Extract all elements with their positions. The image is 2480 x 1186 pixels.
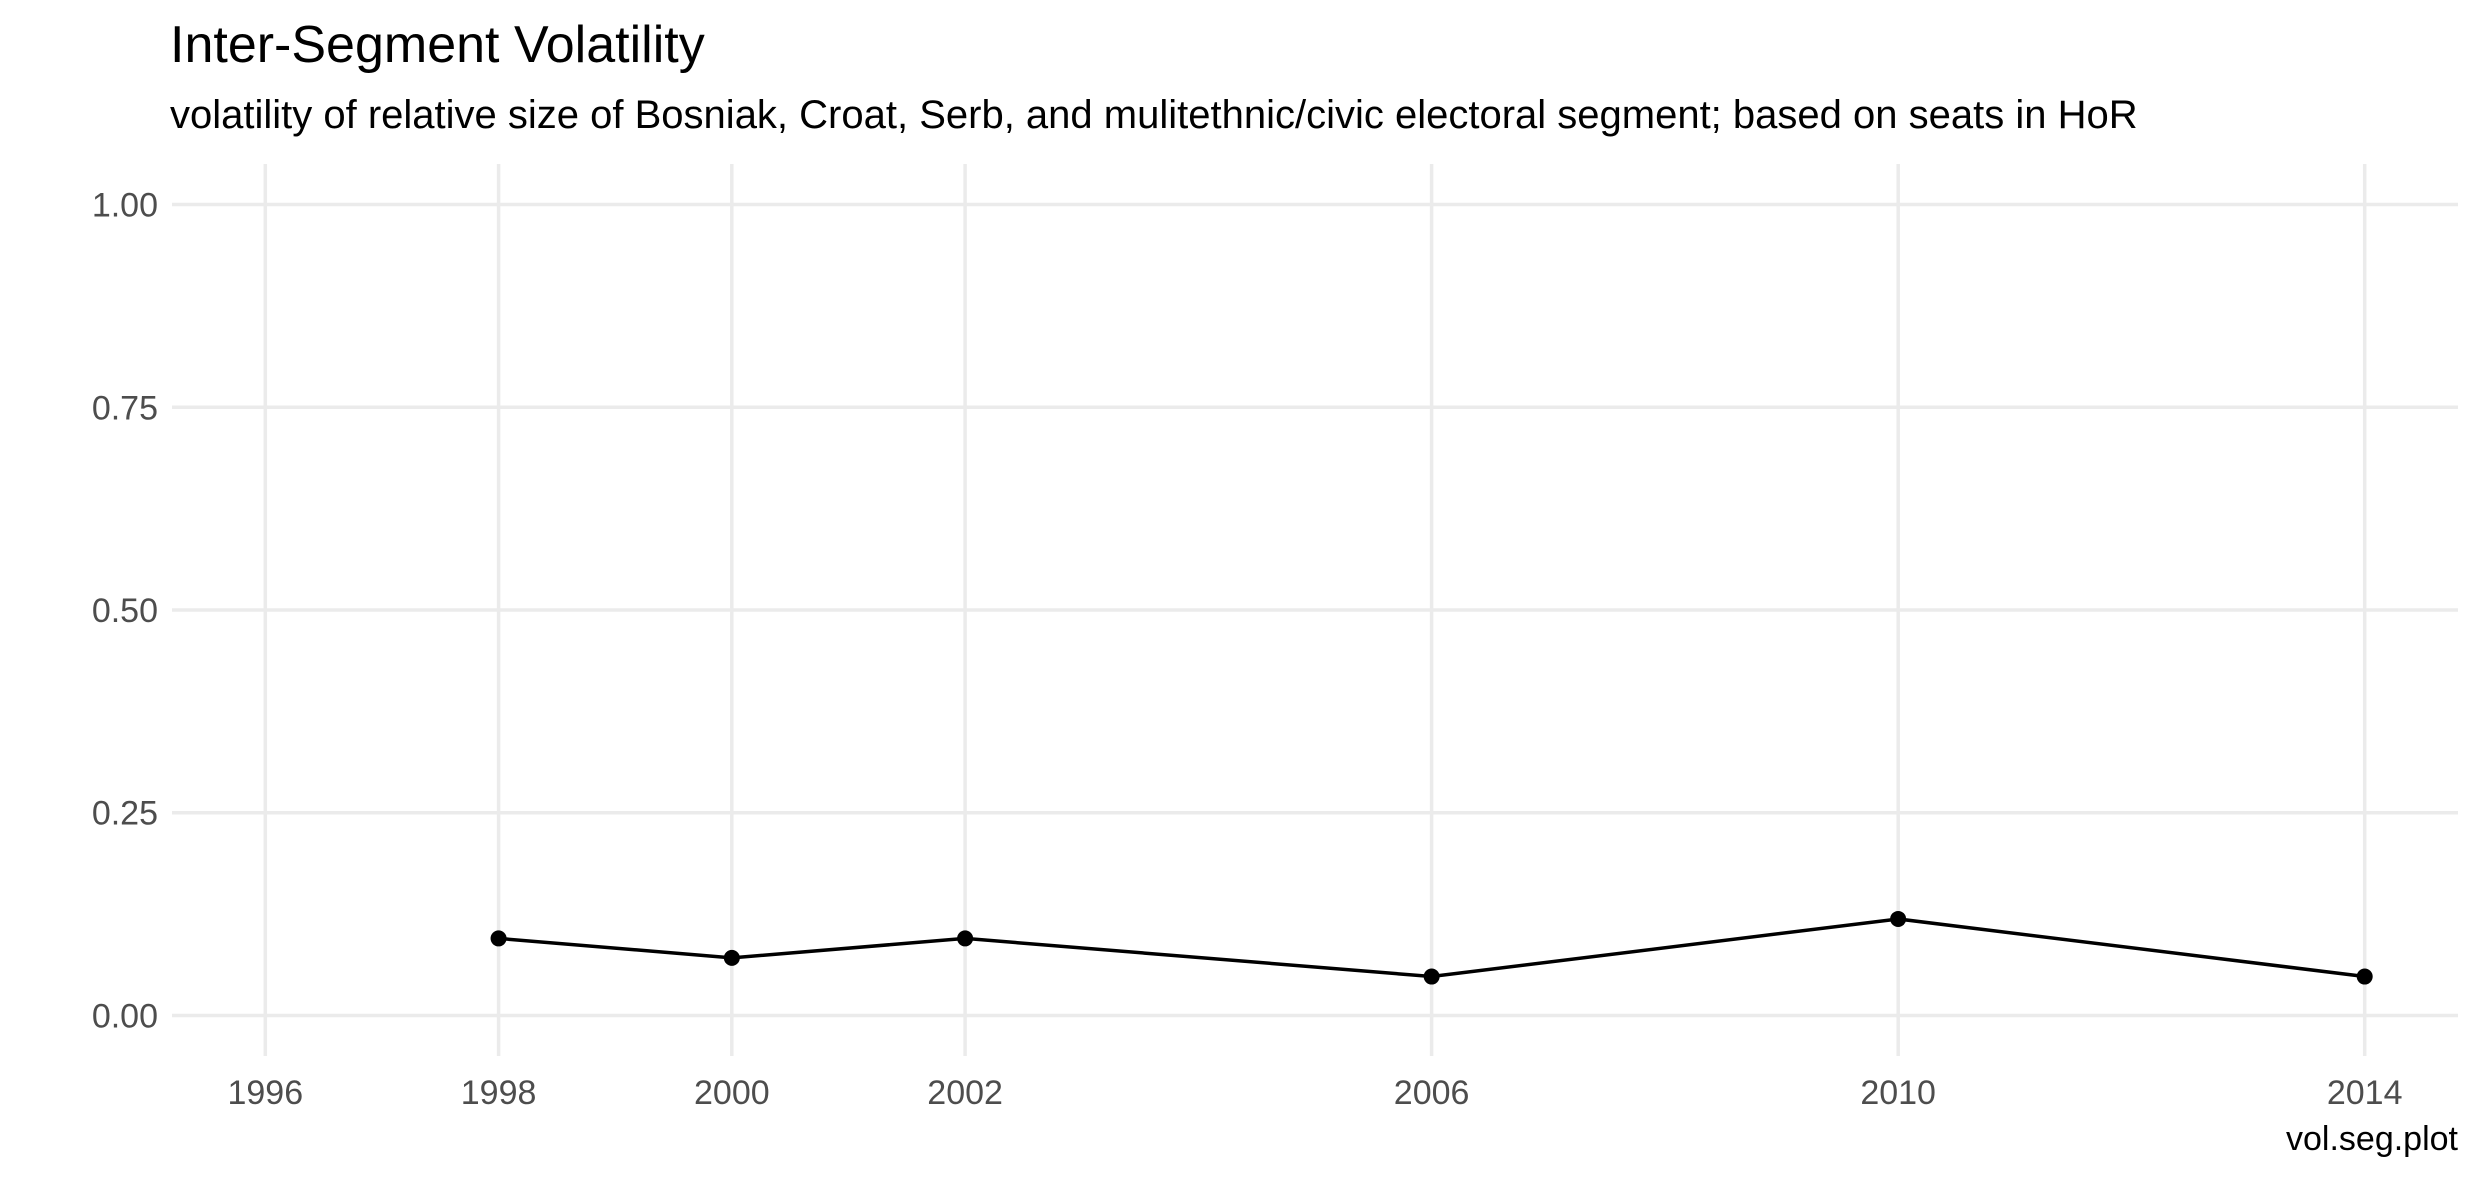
y-tick-label: 0.00: [92, 997, 158, 1035]
x-tick-label: 2014: [2327, 1074, 2403, 1112]
y-tick-label: 0.25: [92, 795, 158, 833]
data-point: [2356, 968, 2373, 985]
y-tick-label: 0.75: [92, 389, 158, 427]
data-point: [490, 930, 507, 947]
x-tick-label: 1998: [461, 1074, 537, 1112]
data-point: [957, 930, 974, 947]
x-tick-label: 2000: [694, 1074, 770, 1112]
gridlines: [172, 164, 2458, 1056]
data-point: [1423, 968, 1440, 985]
x-tick-label: 1996: [227, 1074, 303, 1112]
data-series: [490, 910, 2373, 985]
y-tick-label: 0.50: [92, 592, 158, 630]
chart-title: Inter-Segment Volatility: [170, 16, 705, 74]
data-point: [723, 949, 740, 966]
series-line: [498, 917, 2365, 979]
y-tick-label: 1.00: [92, 187, 158, 225]
chart-subtitle: volatility of relative size of Bosniak, …: [170, 93, 2138, 137]
x-tick-label: 2006: [1394, 1074, 1470, 1112]
data-point: [1890, 910, 1907, 927]
x-tick-label: 2010: [1860, 1074, 1936, 1112]
x-tick-label: 2002: [927, 1074, 1003, 1112]
chart-caption: vol.seg.plot: [2286, 1120, 2459, 1158]
axis-tick-labels: 0.00 0.25 0.50 0.75 1.00 1996 1998 2000 2002 2006…: [92, 187, 2403, 1112]
